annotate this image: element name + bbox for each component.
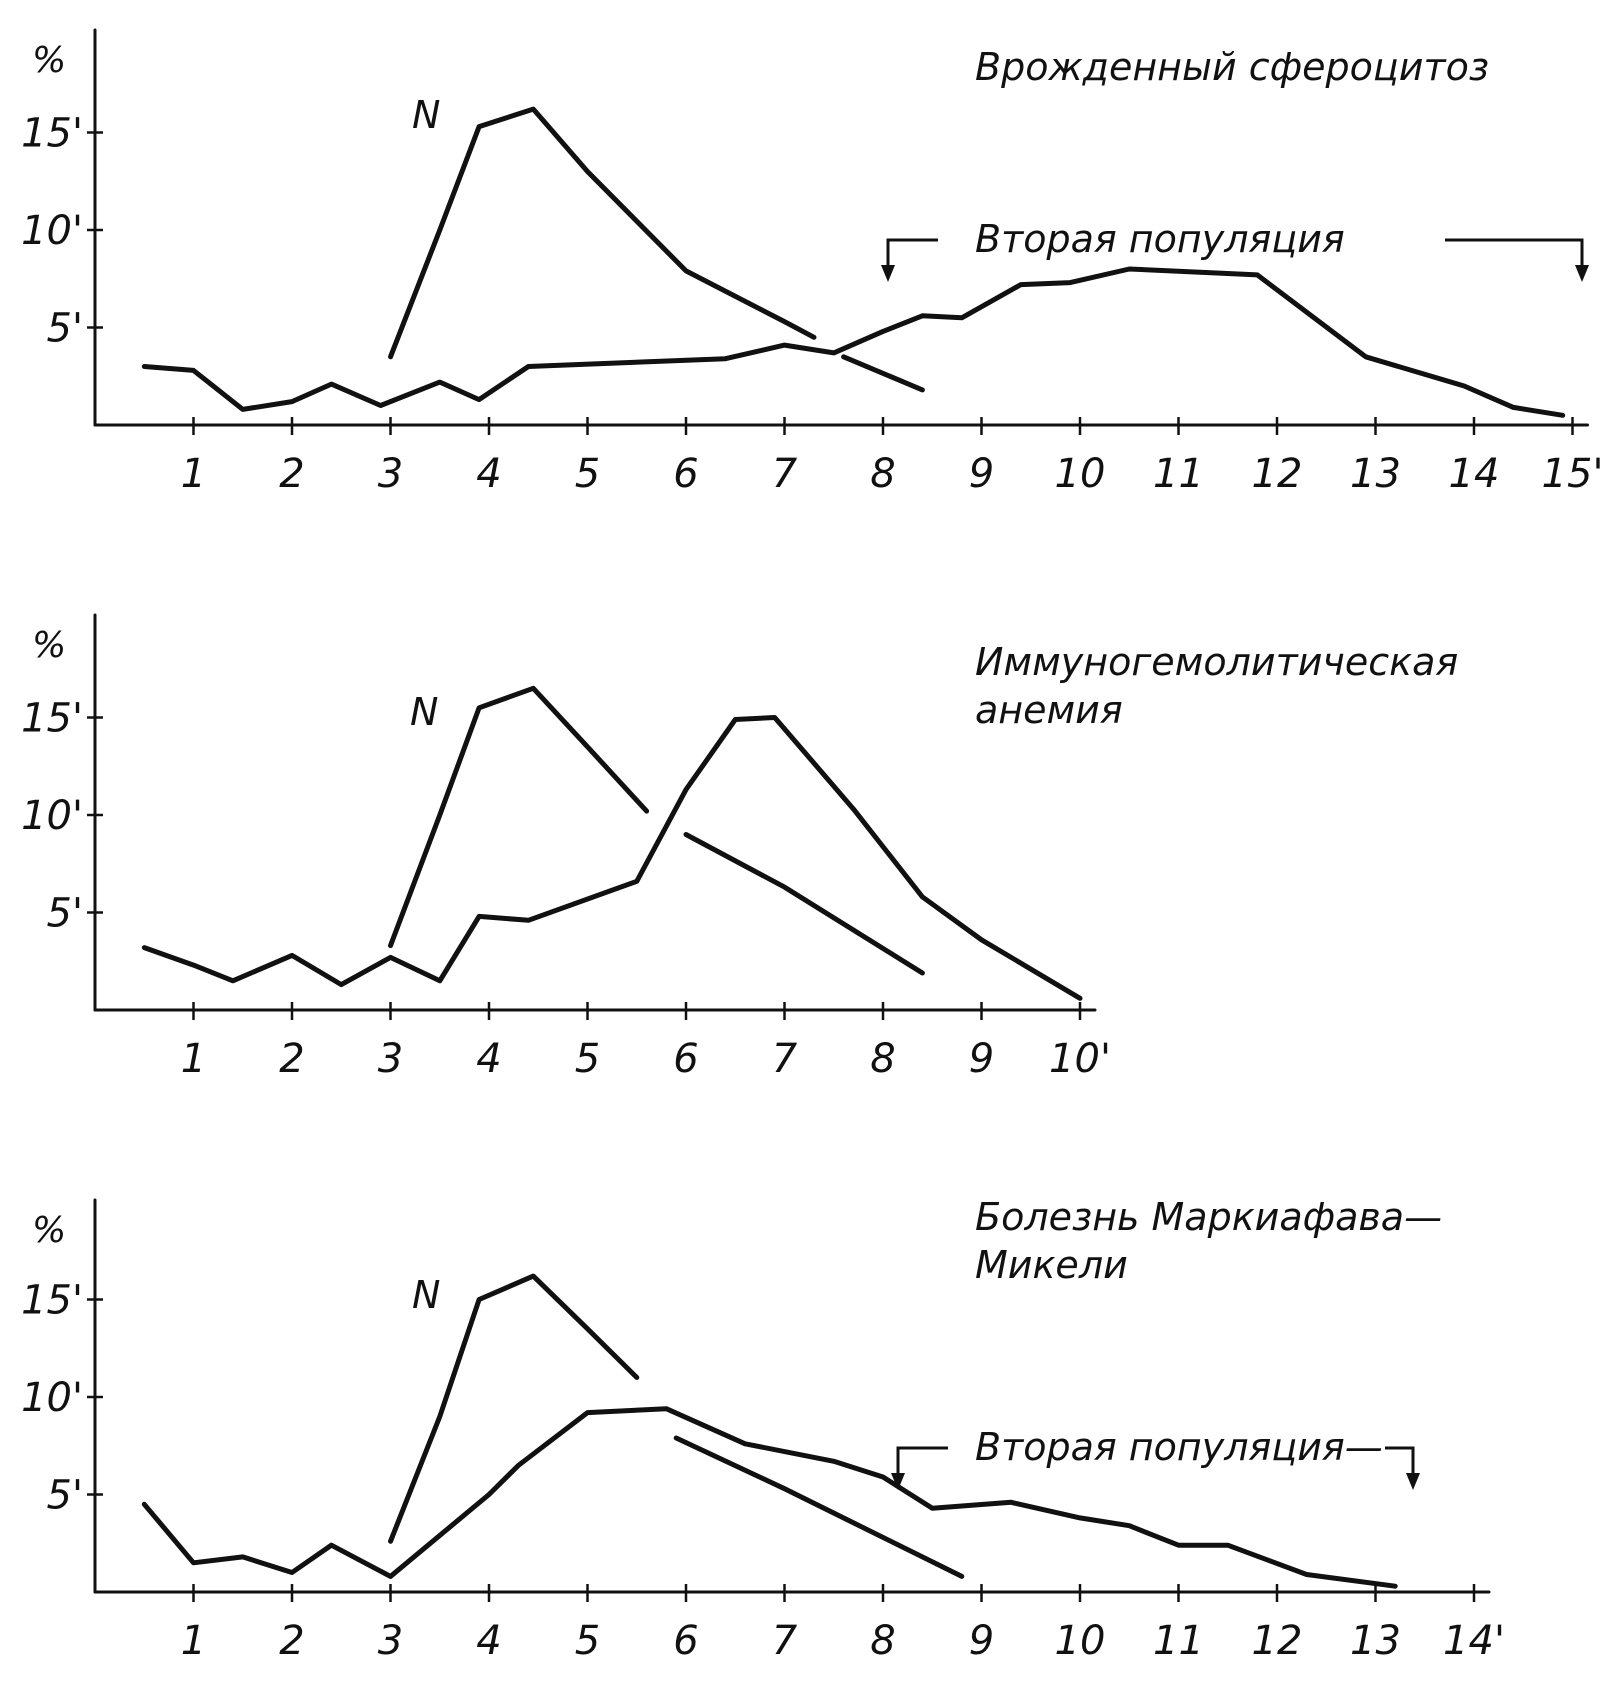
- panel3-annotation-right-arrow: [1385, 1446, 1415, 1478]
- panel1-y-axis-label: %: [32, 40, 66, 81]
- panel1-x-tick-label: 14: [1449, 451, 1500, 497]
- panel1-x-tick-label: 15': [1542, 451, 1604, 497]
- panel1-annotation-right-arrow-head: [1575, 265, 1589, 282]
- panel3-series-N-segment: [673, 1435, 965, 1579]
- panel3-series-patient-segment: [141, 1406, 1398, 1589]
- panel3-series-n-label: N: [412, 1273, 440, 1317]
- panel3-x-tick-label: 3: [378, 1618, 403, 1664]
- panel1-x-tick-label: 11: [1153, 451, 1204, 497]
- panel1-x-tick-label: 10: [1055, 451, 1106, 497]
- panel2-x-tick-label: 7: [772, 1036, 798, 1082]
- panel1-title: Врожденный сфероцитоз: [975, 45, 1489, 89]
- panel2-y-tick-label: 15': [21, 696, 83, 742]
- panel3-y-axis-label: %: [32, 1210, 66, 1251]
- panel1-annotation-left-arrow-head: [881, 265, 895, 282]
- panel1-y-tick-label: 5': [47, 306, 83, 352]
- panel1-x-tick-label: 6: [673, 451, 698, 497]
- panel2-series-patient-segment: [141, 715, 1083, 1001]
- panel3-x-tick-label: 13: [1350, 1618, 1401, 1664]
- panel3-annotation-left-arrow-head: [891, 1473, 905, 1490]
- panel3-y-tick-label: 5': [47, 1473, 83, 1519]
- panel3-x-tick-label: 8: [870, 1618, 895, 1664]
- panel1-series-patient-segment: [141, 266, 1566, 418]
- panel3-series-N-segment: [388, 1273, 640, 1544]
- panel1-series-N-segment: [841, 354, 925, 393]
- panel3-x-tick-label: 10: [1055, 1618, 1106, 1664]
- panel2-x-tick-label: 9: [969, 1036, 994, 1082]
- panel2-series-N-segment: [683, 832, 925, 976]
- panel1-y-tick-label: 15': [21, 111, 83, 157]
- panel2-x-tick-label: 4: [476, 1036, 501, 1082]
- panel2-x-tick-label: 3: [378, 1036, 403, 1082]
- panel3-x-tick-label: 6: [673, 1618, 698, 1664]
- panel1-annotation-right-arrow: [1445, 238, 1584, 270]
- panel3-annotation-right-arrow-head: [1406, 1473, 1420, 1490]
- panel3-x-tick-label: 2: [279, 1618, 304, 1664]
- panel2-title: анемия: [975, 688, 1123, 732]
- panel1-x-tick-label: 13: [1350, 451, 1401, 497]
- panel1-annotation-left-arrow: [886, 238, 938, 270]
- panel1-x-tick-label: 3: [378, 451, 403, 497]
- panel2-series-n-label: N: [410, 690, 438, 734]
- panel1-x-tick-label: 1: [181, 451, 206, 497]
- panel1-x-tick-label: 8: [870, 451, 895, 497]
- panel1-x-tick-label: 5: [575, 451, 600, 497]
- panel1-x-tick-label: 4: [476, 451, 501, 497]
- panel3-x-tick-label: 11: [1153, 1618, 1204, 1664]
- panel1-x-tick-label: 9: [969, 451, 994, 497]
- panel2-title: Иммуногемолитическая: [975, 640, 1458, 684]
- panel3-annotation-text: Вторая популяция—: [975, 1425, 1383, 1469]
- panel1-y-tick-label: 10': [21, 208, 83, 254]
- panel2-series-N-segment: [388, 685, 650, 949]
- panel3-x-tick-label: 9: [969, 1618, 994, 1664]
- panel3-x-tick-label: 12: [1252, 1618, 1303, 1664]
- panel2-y-tick-label: 5': [47, 891, 83, 937]
- panel3-x-tick-label: 14': [1443, 1618, 1505, 1664]
- panel2-x-tick-label: 6: [673, 1036, 698, 1082]
- panel1-series-N-segment: [388, 106, 817, 360]
- panel2-x-tick-label: 5: [575, 1036, 600, 1082]
- panel3-title: Болезнь Маркиафава—: [975, 1195, 1442, 1239]
- panel3-annotation-left-arrow: [896, 1446, 948, 1478]
- panel3-x-tick-label: 1: [181, 1618, 206, 1664]
- panel3-title: Микели: [975, 1243, 1128, 1287]
- panel1-x-tick-label: 12: [1252, 451, 1303, 497]
- panel2-x-tick-label: 8: [870, 1036, 895, 1082]
- panel2-y-tick-label: 10': [21, 793, 83, 839]
- panel3-y-tick-label: 15': [21, 1278, 83, 1324]
- panel3-y-tick-label: 10': [21, 1375, 83, 1421]
- panel2-x-tick-label: 2: [279, 1036, 304, 1082]
- panel1-series-n-label: N: [412, 93, 440, 137]
- panel3-x-tick-label: 5: [575, 1618, 600, 1664]
- panel3-x-tick-label: 7: [772, 1618, 798, 1664]
- panel1-x-tick-label: 2: [279, 451, 304, 497]
- panel1-x-tick-label: 7: [772, 451, 798, 497]
- panel1-annotation-text: Вторая популяция: [975, 217, 1345, 261]
- panel2-x-tick-label: 10': [1049, 1036, 1111, 1082]
- panel2-y-axis-label: %: [32, 625, 66, 666]
- panel2-x-tick-label: 1: [181, 1036, 206, 1082]
- panel3-x-tick-label: 4: [476, 1618, 501, 1664]
